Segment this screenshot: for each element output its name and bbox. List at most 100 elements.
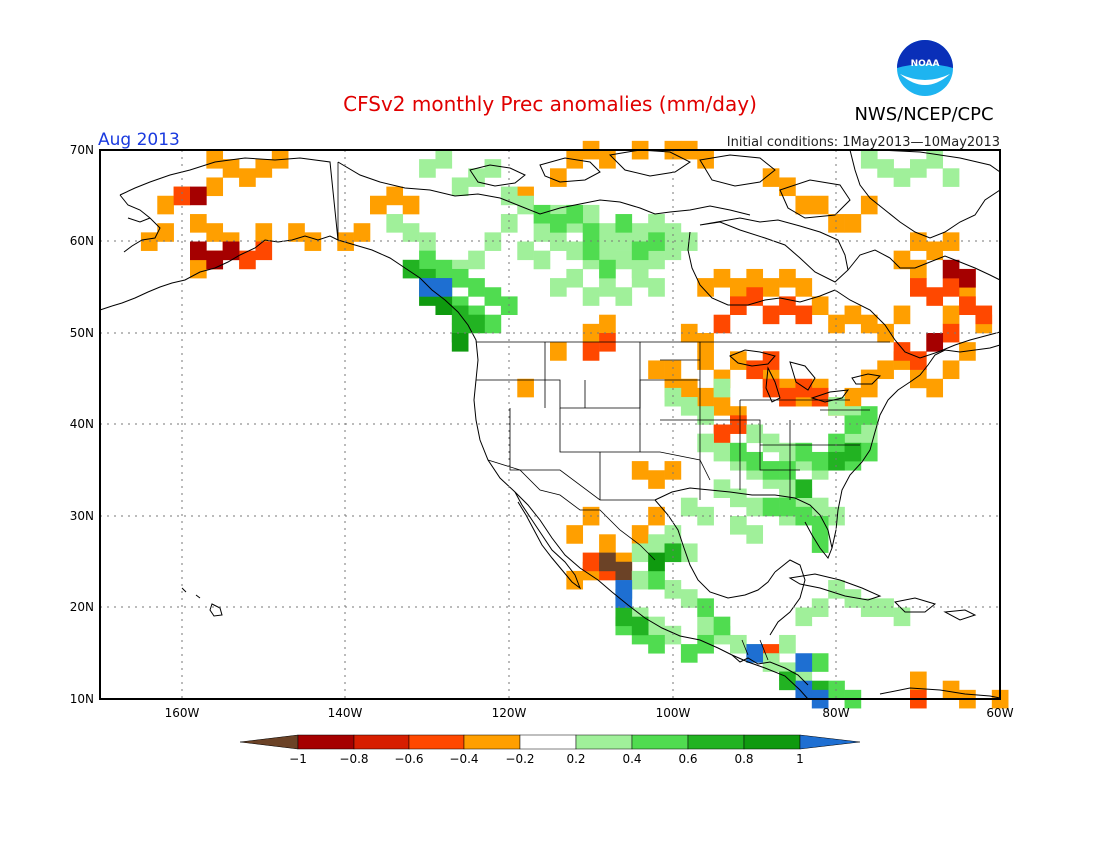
anomaly-cell <box>517 241 534 261</box>
anomaly-cell <box>648 214 665 233</box>
colorbar-swatch-9 <box>743 734 801 750</box>
anomaly-cell <box>779 442 796 462</box>
anomaly-cell <box>828 433 845 453</box>
anomaly-cell <box>386 214 404 233</box>
anomaly-cell <box>631 241 649 261</box>
anomaly-cell <box>910 159 927 178</box>
anomaly-cell <box>877 159 894 178</box>
anomaly-cell <box>484 232 502 251</box>
anomaly-cell <box>746 497 764 517</box>
anomaly-cell <box>451 268 469 288</box>
anomaly-cell <box>844 415 862 434</box>
anomaly-cell <box>631 268 649 288</box>
noaa-logo-text: NOAA <box>911 59 940 69</box>
lon-label-100w: 100W <box>656 706 691 720</box>
colorbar-tick-10: 1 <box>796 752 804 766</box>
anomaly-cell <box>566 204 584 224</box>
anomaly-cell <box>713 442 731 462</box>
anomaly-cell <box>779 177 796 197</box>
colorbar-tick-3: −0.6 <box>394 752 423 766</box>
anomaly-cell <box>255 241 273 261</box>
anomaly-cell <box>730 634 747 654</box>
anomaly-cell <box>779 671 796 691</box>
anomaly-cell <box>386 186 404 206</box>
anomaly-cell <box>910 278 927 297</box>
anomaly-cell <box>844 442 862 462</box>
anomaly-cell <box>468 250 485 270</box>
anomaly-cell <box>615 580 633 599</box>
anomaly-cell <box>664 387 682 407</box>
colorbar-swatch-4 <box>463 734 521 750</box>
lon-label-160w: 160W <box>165 706 200 720</box>
anomaly-cell <box>599 314 616 334</box>
anomaly-cell <box>746 525 764 544</box>
anomaly-cell <box>550 342 567 361</box>
anomaly-cell <box>795 278 813 297</box>
anomaly-cell <box>746 287 764 306</box>
anomaly-cell <box>942 259 960 279</box>
anomaly-cell <box>402 259 420 279</box>
anomaly-cell <box>893 250 911 270</box>
colorbar-tick-8: 0.6 <box>678 752 697 766</box>
anomaly-cell <box>942 360 960 380</box>
anomaly-cell <box>599 278 616 297</box>
anomaly-cell <box>517 195 534 215</box>
anomaly-cell <box>860 442 878 462</box>
anomaly-cell <box>648 570 665 590</box>
colorbar-swatch-1 <box>297 734 355 750</box>
anomaly-cell <box>860 598 878 617</box>
colorbar-swatch-3 <box>408 734 465 750</box>
anomaly-cell <box>550 278 567 297</box>
lat-label-60n: 60N <box>70 234 94 248</box>
anomaly-cell <box>631 616 649 636</box>
state-boundaries <box>337 162 890 661</box>
anomaly-cell <box>484 159 502 178</box>
anomaly-cell <box>566 570 584 590</box>
anomaly-cell <box>648 250 665 270</box>
anomaly-cell <box>713 424 731 444</box>
anomaly-cell <box>190 241 207 261</box>
anomaly-cell <box>910 351 927 370</box>
anomaly-cell <box>795 378 813 398</box>
anomaly-cell <box>435 150 453 169</box>
anomaly-cell <box>664 543 682 563</box>
anomaly-cell <box>942 168 960 187</box>
anomaly-cell <box>435 259 453 279</box>
anomaly-cell <box>190 259 207 279</box>
lat-label-30n: 30N <box>70 509 94 523</box>
colorbar-tick-5: −0.2 <box>505 752 534 766</box>
anomaly-cell <box>975 305 993 325</box>
target-month-label: Aug 2013 <box>98 130 180 150</box>
anomaly-cell <box>779 387 796 407</box>
anomaly-cell <box>877 598 894 617</box>
anomaly-cell <box>451 333 469 352</box>
lon-label-140w: 140W <box>328 706 363 720</box>
anomaly-cell <box>566 241 584 261</box>
anomaly-cell <box>844 589 862 608</box>
anomaly-cell <box>239 250 256 270</box>
anomaly-cell <box>222 159 240 178</box>
anomaly-cell <box>942 323 960 343</box>
anomaly-cell <box>680 589 698 608</box>
anomaly-cell <box>615 561 633 581</box>
anomaly-cell <box>713 397 731 416</box>
anomaly-cell <box>697 433 714 453</box>
anomaly-cell <box>435 296 453 315</box>
anomaly-cell <box>828 451 845 471</box>
anomaly-cell <box>860 314 878 334</box>
anomaly-cell <box>484 287 502 306</box>
anomaly-cell <box>615 232 633 251</box>
anomaly-cell <box>697 278 714 297</box>
anomaly-cell <box>893 168 911 187</box>
colorbar-swatch-6 <box>575 734 633 750</box>
agency-label: NWS/NCEP/CPC <box>854 104 993 125</box>
anomaly-cell <box>926 241 944 261</box>
anomaly-cell <box>255 223 273 242</box>
anomaly-cell <box>828 580 845 599</box>
lat-label-40n: 40N <box>70 417 94 431</box>
lon-label-60w: 60W <box>986 706 1013 720</box>
coastlines <box>99 149 1001 700</box>
anomaly-cell <box>500 214 518 233</box>
anomaly-cell <box>648 506 665 526</box>
initial-conditions-label: Initial conditions: 1May2013—10May2013 <box>727 135 1000 150</box>
